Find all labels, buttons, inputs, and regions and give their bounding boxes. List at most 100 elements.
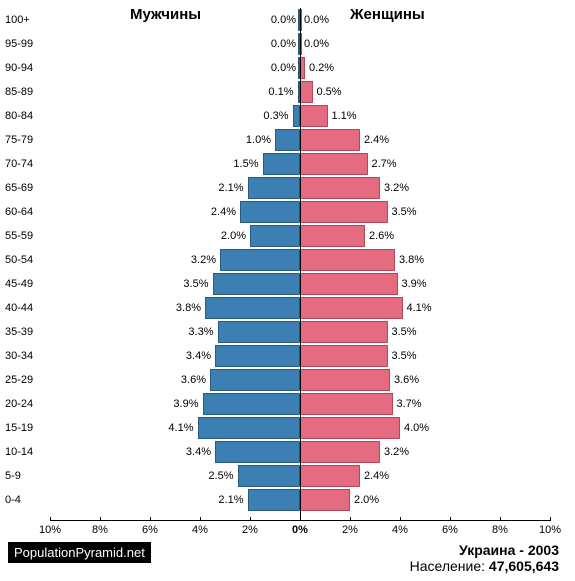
male-half: 0.0% — [50, 32, 300, 56]
male-half: 2.1% — [50, 176, 300, 200]
female-value-label: 3.7% — [397, 398, 422, 410]
female-value-label: 3.8% — [399, 254, 424, 266]
age-label: 40-44 — [5, 302, 45, 314]
age-label: 55-59 — [5, 230, 45, 242]
male-value-label: 3.3% — [188, 326, 213, 338]
age-label: 65-69 — [5, 182, 45, 194]
x-tick-label: 4% — [192, 524, 208, 536]
male-value-label: 3.9% — [173, 398, 198, 410]
population-value: 47,605,643 — [489, 558, 559, 574]
male-half: 0.3% — [50, 104, 300, 128]
female-value-label: 2.4% — [364, 470, 389, 482]
female-half: 2.6% — [300, 224, 550, 248]
male-value-label: 0.0% — [271, 38, 296, 50]
x-tick-mark — [350, 517, 351, 521]
female-bar — [300, 441, 380, 463]
male-half: 3.8% — [50, 296, 300, 320]
female-bar — [300, 489, 350, 511]
x-tick-label: 2% — [342, 524, 358, 536]
age-label: 100+ — [5, 14, 45, 26]
female-value-label: 0.2% — [309, 62, 334, 74]
female-half: 2.4% — [300, 128, 550, 152]
age-label: 70-74 — [5, 158, 45, 170]
male-bar — [275, 129, 300, 151]
female-value-label: 2.6% — [369, 230, 394, 242]
male-half: 3.4% — [50, 344, 300, 368]
female-bar — [300, 465, 360, 487]
female-half: 2.7% — [300, 152, 550, 176]
male-value-label: 1.5% — [233, 158, 258, 170]
male-bar — [218, 321, 301, 343]
female-value-label: 4.1% — [407, 302, 432, 314]
age-label: 5-9 — [5, 470, 45, 482]
male-half: 3.4% — [50, 440, 300, 464]
x-tick-mark — [450, 517, 451, 521]
male-bar — [215, 441, 300, 463]
female-value-label: 3.5% — [392, 206, 417, 218]
male-value-label: 2.5% — [208, 470, 233, 482]
male-bar — [263, 153, 301, 175]
male-half: 3.5% — [50, 272, 300, 296]
female-value-label: 2.4% — [364, 134, 389, 146]
population-line: Население: 47,605,643 — [410, 558, 559, 574]
female-bar — [300, 177, 380, 199]
male-half: 2.5% — [50, 464, 300, 488]
female-bar — [300, 201, 388, 223]
x-tick-label: 10% — [39, 524, 61, 536]
female-bar — [300, 81, 313, 103]
female-half: 4.0% — [300, 416, 550, 440]
footer-text: Украина - 2003 Население: 47,605,643 — [410, 542, 559, 574]
male-bar — [248, 177, 301, 199]
male-bar — [210, 369, 300, 391]
female-value-label: 0.0% — [304, 38, 329, 50]
age-label: 80-84 — [5, 110, 45, 122]
male-value-label: 3.4% — [186, 350, 211, 362]
female-bar — [300, 297, 403, 319]
male-value-label: 2.0% — [221, 230, 246, 242]
male-value-label: 2.4% — [211, 206, 236, 218]
female-bar — [300, 321, 388, 343]
female-value-label: 3.5% — [392, 326, 417, 338]
female-value-label: 2.0% — [354, 494, 379, 506]
male-half: 0.0% — [50, 8, 300, 32]
female-value-label: 3.6% — [394, 374, 419, 386]
male-bar — [248, 489, 301, 511]
x-tick-mark — [100, 517, 101, 521]
age-label: 35-39 — [5, 326, 45, 338]
female-half: 2.4% — [300, 464, 550, 488]
male-value-label: 3.8% — [176, 302, 201, 314]
female-half: 3.9% — [300, 272, 550, 296]
female-half: 3.5% — [300, 200, 550, 224]
male-half: 0.0% — [50, 56, 300, 80]
female-half: 3.2% — [300, 440, 550, 464]
male-bar — [238, 465, 301, 487]
female-value-label: 0.0% — [304, 14, 329, 26]
age-label: 95-99 — [5, 38, 45, 50]
male-bar — [293, 105, 301, 127]
female-half: 4.1% — [300, 296, 550, 320]
male-bar — [198, 417, 301, 439]
x-tick-mark — [250, 517, 251, 521]
x-tick-mark — [400, 517, 401, 521]
female-half: 3.7% — [300, 392, 550, 416]
male-value-label: 2.1% — [218, 182, 243, 194]
male-value-label: 3.4% — [186, 446, 211, 458]
center-axis-line — [300, 8, 301, 520]
male-half: 3.9% — [50, 392, 300, 416]
x-axis: 10%8%6%4%2%0%2%4%6%8%10% — [50, 520, 550, 541]
female-bar — [300, 225, 365, 247]
male-value-label: 3.6% — [181, 374, 206, 386]
x-tick-mark — [50, 517, 51, 521]
female-bar — [300, 345, 388, 367]
age-label: 45-49 — [5, 278, 45, 290]
male-value-label: 1.0% — [246, 134, 271, 146]
male-value-label: 3.2% — [191, 254, 216, 266]
male-half: 1.5% — [50, 152, 300, 176]
female-value-label: 1.1% — [332, 110, 357, 122]
female-half: 3.5% — [300, 320, 550, 344]
x-tick-mark — [500, 517, 501, 521]
x-tick-mark — [150, 517, 151, 521]
population-label: Население: — [410, 558, 485, 574]
male-bar — [250, 225, 300, 247]
female-bar — [300, 249, 395, 271]
